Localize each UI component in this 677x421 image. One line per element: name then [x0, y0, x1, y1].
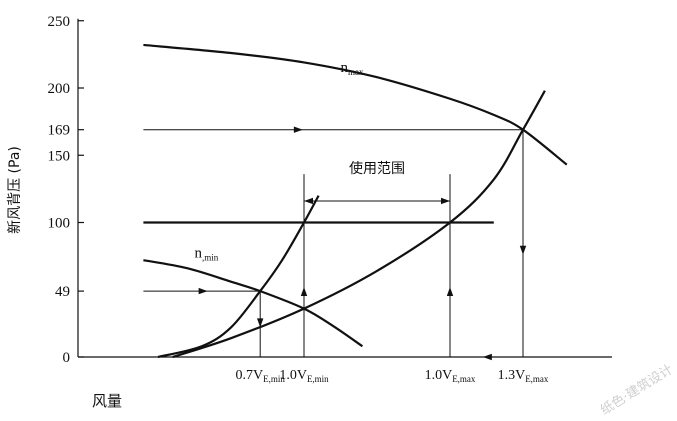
x-axis-label: 风量: [92, 392, 122, 410]
range-label: 使用范围: [349, 160, 405, 177]
x-tick-sub: E,max: [525, 374, 549, 384]
x-tick-main: 1.3V: [498, 368, 526, 383]
x-tick-sub: E,min: [263, 374, 285, 384]
series-line-1: [143, 259, 364, 348]
y-tick-label: 169: [48, 123, 71, 139]
x-tick-label: 1.0VE,max: [425, 368, 476, 384]
guide-arrow-2: [257, 318, 264, 328]
y-tick-label: 250: [48, 14, 71, 30]
range-arrow-right: [441, 197, 450, 205]
x-tick-label: 1.0VE,min: [279, 368, 329, 384]
guide-arrow-6: [482, 353, 492, 361]
series-label-0: nmax: [341, 60, 364, 77]
y-tick-label: 49: [55, 284, 70, 300]
series-line-3: [172, 90, 546, 359]
range-arrow-left: [304, 197, 313, 205]
y-tick-label: 200: [48, 81, 71, 97]
x-tick-label: 1.3VE,max: [498, 368, 549, 384]
series-label-main: n: [341, 60, 349, 76]
guide-lines: [143, 126, 527, 361]
y-tick-label: 150: [48, 148, 71, 164]
x-tick-label: 0.7VE,min: [236, 368, 286, 384]
x-tick-sub: E,max: [452, 374, 476, 384]
series-label-1: n,min: [195, 245, 219, 262]
guide-arrow-5: [519, 245, 527, 255]
guide-arrow-3: [300, 287, 308, 297]
y-tick-label: 0: [63, 350, 71, 366]
series-label-main: n: [195, 245, 203, 261]
y-axis-label: 新风背压 (Pa): [7, 146, 23, 234]
guide-arrow-1: [198, 287, 208, 295]
series-label-sub: max: [348, 67, 364, 77]
guide-arrow-4: [446, 287, 454, 297]
x-tick-main: 1.0V: [279, 368, 307, 383]
x-tick-main: 0.7V: [236, 368, 264, 383]
guide-arrow-0: [293, 126, 303, 133]
series-line-2: [157, 195, 320, 359]
x-tick-sub: E,min: [307, 374, 329, 384]
series-label-sub: ,min: [202, 252, 219, 262]
series-line-0: [143, 43, 568, 166]
y-tick-label: 100: [48, 216, 71, 232]
x-tick-main: 1.0V: [425, 368, 453, 383]
watermark: 纸色·建筑设计: [598, 361, 676, 418]
